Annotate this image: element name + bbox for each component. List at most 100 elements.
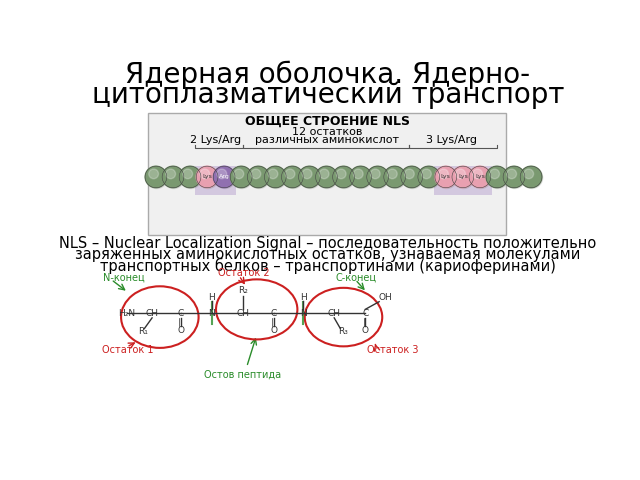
- Circle shape: [282, 167, 304, 189]
- Circle shape: [521, 167, 543, 189]
- Circle shape: [401, 166, 422, 188]
- Text: Остаток 3: Остаток 3: [367, 345, 419, 355]
- Circle shape: [230, 166, 252, 188]
- Text: H: H: [209, 293, 215, 302]
- Circle shape: [251, 169, 261, 179]
- Text: Остаток 2: Остаток 2: [218, 268, 269, 278]
- Text: O: O: [270, 325, 277, 335]
- Circle shape: [470, 167, 492, 189]
- Bar: [434, 166, 492, 195]
- Circle shape: [302, 169, 312, 179]
- Circle shape: [490, 169, 499, 179]
- Text: Ядерная оболочка. Ядерно-: Ядерная оболочка. Ядерно-: [125, 60, 531, 89]
- Circle shape: [316, 166, 337, 188]
- Text: N: N: [209, 309, 215, 318]
- Circle shape: [503, 166, 525, 188]
- Circle shape: [214, 167, 236, 189]
- Text: CH: CH: [236, 309, 249, 318]
- Text: R₃: R₃: [339, 327, 348, 336]
- Circle shape: [265, 167, 287, 189]
- Circle shape: [504, 167, 525, 189]
- Circle shape: [469, 166, 491, 188]
- Circle shape: [452, 167, 474, 189]
- Text: Остов пептида: Остов пептида: [204, 370, 281, 380]
- Circle shape: [371, 169, 380, 179]
- Circle shape: [349, 166, 371, 188]
- Circle shape: [145, 166, 167, 188]
- Circle shape: [298, 166, 320, 188]
- Circle shape: [486, 166, 508, 188]
- Text: CH: CH: [328, 309, 340, 318]
- Circle shape: [438, 169, 449, 179]
- Circle shape: [404, 169, 414, 179]
- Bar: [195, 166, 236, 195]
- Circle shape: [300, 167, 321, 189]
- Text: транспортных белков – транспортинами (кариоферинами): транспортных белков – транспортинами (ка…: [100, 257, 556, 274]
- Circle shape: [524, 169, 534, 179]
- Circle shape: [436, 167, 458, 189]
- Text: Остаток 1: Остаток 1: [102, 345, 153, 355]
- Circle shape: [162, 166, 184, 188]
- Circle shape: [213, 166, 235, 188]
- Circle shape: [180, 167, 202, 189]
- Text: Lys: Lys: [475, 174, 485, 180]
- Circle shape: [456, 169, 465, 179]
- Text: 12 остатков: 12 остатков: [292, 127, 362, 137]
- Circle shape: [452, 166, 474, 188]
- Circle shape: [217, 169, 227, 179]
- Circle shape: [183, 169, 193, 179]
- Circle shape: [333, 166, 355, 188]
- Text: OH: OH: [378, 293, 392, 302]
- Text: C: C: [271, 309, 277, 318]
- Bar: [148, 113, 506, 235]
- Circle shape: [435, 166, 457, 188]
- Circle shape: [367, 166, 388, 188]
- Circle shape: [520, 166, 542, 188]
- Circle shape: [231, 167, 253, 189]
- Text: C: C: [178, 309, 184, 318]
- Circle shape: [248, 167, 270, 189]
- Circle shape: [264, 166, 286, 188]
- Circle shape: [319, 169, 329, 179]
- Circle shape: [419, 167, 440, 189]
- Circle shape: [146, 167, 168, 189]
- Circle shape: [384, 166, 406, 188]
- Text: N: N: [300, 309, 307, 318]
- Circle shape: [196, 166, 218, 188]
- Text: N-конец: N-конец: [103, 272, 145, 282]
- Circle shape: [385, 167, 406, 189]
- Circle shape: [248, 166, 269, 188]
- Circle shape: [282, 166, 303, 188]
- Text: ОБЩЕЕ СТРОЕНИЕ NLS: ОБЩЕЕ СТРОЕНИЕ NLS: [244, 115, 410, 128]
- Circle shape: [197, 167, 219, 189]
- Circle shape: [268, 169, 278, 179]
- Circle shape: [336, 169, 346, 179]
- Circle shape: [387, 169, 397, 179]
- Circle shape: [402, 167, 423, 189]
- Text: C: C: [362, 309, 369, 318]
- Circle shape: [200, 169, 210, 179]
- Text: O: O: [177, 325, 184, 335]
- Circle shape: [163, 167, 184, 189]
- Circle shape: [333, 167, 355, 189]
- Text: 2 Lys/Arg: 2 Lys/Arg: [190, 135, 241, 145]
- Circle shape: [507, 169, 516, 179]
- Circle shape: [179, 166, 201, 188]
- Text: заряженных аминокислотных остатков, узнаваемая молекулами: заряженных аминокислотных остатков, узна…: [76, 247, 580, 262]
- Text: различных аминокислот: различных аминокислот: [255, 135, 399, 145]
- Text: NLS – Nuclear Localization Signal – последовательность положительно: NLS – Nuclear Localization Signal – посл…: [60, 237, 596, 252]
- Text: R₁: R₁: [138, 327, 148, 336]
- Circle shape: [234, 169, 244, 179]
- Text: цитоплазматический транспорт: цитоплазматический транспорт: [92, 81, 564, 108]
- Circle shape: [148, 169, 159, 179]
- Text: Arg: Arg: [219, 174, 230, 180]
- Circle shape: [473, 169, 483, 179]
- Circle shape: [166, 169, 175, 179]
- Text: H: H: [300, 293, 307, 302]
- Circle shape: [353, 169, 363, 179]
- Text: O: O: [362, 325, 369, 335]
- Circle shape: [351, 167, 372, 189]
- Circle shape: [367, 167, 389, 189]
- Text: CH: CH: [145, 309, 159, 318]
- Text: Lys: Lys: [458, 174, 468, 180]
